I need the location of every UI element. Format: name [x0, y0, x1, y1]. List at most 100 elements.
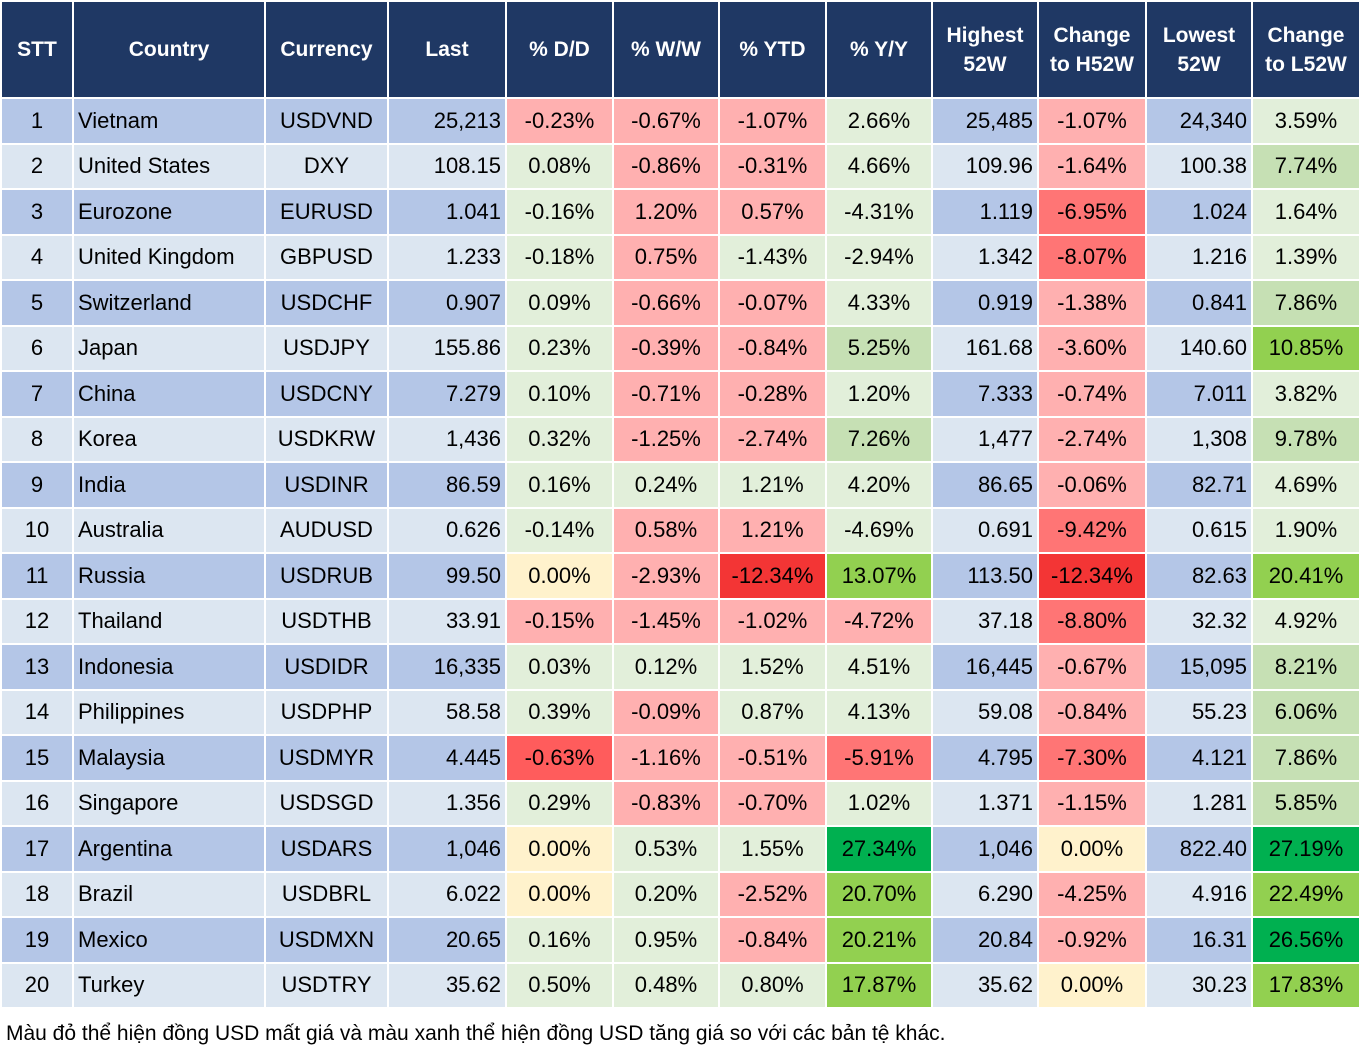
change-h52w-cell: -2.74% [1037, 415, 1147, 463]
yy-cell: 1.02% [825, 779, 933, 827]
dd-cell: -0.14% [505, 506, 614, 554]
low52w-cell: 4.121 [1145, 734, 1253, 782]
yy-cell: -4.31% [825, 188, 933, 236]
high52w-cell: 86.65 [931, 461, 1039, 509]
country-cell: Philippines [72, 688, 266, 736]
yy-cell: 20.21% [825, 916, 933, 964]
stt-cell: 6 [0, 324, 74, 372]
ww-cell: 0.24% [612, 461, 720, 509]
currency-cell: USDVND [264, 97, 389, 145]
ytd-cell: -2.74% [718, 415, 827, 463]
low52w-cell: 140.60 [1145, 324, 1253, 372]
header-high52w: Highest 52W [931, 0, 1039, 99]
yy-cell: 1.20% [825, 370, 933, 418]
change-h52w-cell: -0.06% [1037, 461, 1147, 509]
ytd-cell: -1.02% [718, 597, 827, 645]
table-row: 4 United Kingdom GBPUSD 1.233 -0.18% 0.75% -1.… [0, 233, 1360, 281]
currency-cell: USDARS [264, 825, 389, 873]
dd-cell: 0.39% [505, 688, 614, 736]
low52w-cell: 30.23 [1145, 961, 1253, 1009]
change-h52w-cell: -1.07% [1037, 97, 1147, 145]
change-l52w-cell: 4.92% [1251, 597, 1360, 645]
country-cell: United Kingdom [72, 233, 266, 281]
change-l52w-cell: 7.86% [1251, 734, 1360, 782]
table-row: 11 Russia USDRUB 99.50 0.00% -2.93% -12.34% 13.… [0, 552, 1360, 600]
header-last: Last [387, 0, 507, 99]
change-h52w-cell: -8.07% [1037, 233, 1147, 281]
ww-cell: -0.66% [612, 279, 720, 327]
last-cell: 1,436 [387, 415, 507, 463]
low52w-cell: 16.31 [1145, 916, 1253, 964]
currency-cell: USDPHP [264, 688, 389, 736]
change-l52w-cell: 9.78% [1251, 415, 1360, 463]
country-cell: Argentina [72, 825, 266, 873]
stt-cell: 11 [0, 552, 74, 600]
last-cell: 1.233 [387, 233, 507, 281]
yy-cell: 4.33% [825, 279, 933, 327]
stt-cell: 10 [0, 506, 74, 554]
change-h52w-cell: -9.42% [1037, 506, 1147, 554]
stt-cell: 5 [0, 279, 74, 327]
table-row: 7 China USDCNY 7.279 0.10% -0.71% -0.28% 1.20% 7… [0, 370, 1360, 418]
last-cell: 155.86 [387, 324, 507, 372]
dd-cell: 0.10% [505, 370, 614, 418]
last-cell: 6.022 [387, 870, 507, 918]
high52w-cell: 1.371 [931, 779, 1039, 827]
country-cell: Japan [72, 324, 266, 372]
low52w-cell: 55.23 [1145, 688, 1253, 736]
change-l52w-cell: 1.64% [1251, 188, 1360, 236]
currency-cell: USDCNY [264, 370, 389, 418]
country-cell: Thailand [72, 597, 266, 645]
last-cell: 7.279 [387, 370, 507, 418]
low52w-cell: 100.38 [1145, 142, 1253, 190]
last-cell: 0.907 [387, 279, 507, 327]
ytd-cell: -1.43% [718, 233, 827, 281]
low52w-cell: 0.615 [1145, 506, 1253, 554]
change-l52w-cell: 1.39% [1251, 233, 1360, 281]
change-h52w-cell: 0.00% [1037, 961, 1147, 1009]
stt-cell: 12 [0, 597, 74, 645]
currency-cell: USDTRY [264, 961, 389, 1009]
low52w-cell: 7.011 [1145, 370, 1253, 418]
high52w-cell: 113.50 [931, 552, 1039, 600]
ytd-cell: 1.55% [718, 825, 827, 873]
change-l52w-cell: 7.86% [1251, 279, 1360, 327]
last-cell: 86.59 [387, 461, 507, 509]
yy-cell: -4.72% [825, 597, 933, 645]
dd-cell: 0.50% [505, 961, 614, 1009]
dd-cell: 0.16% [505, 916, 614, 964]
country-cell: Malaysia [72, 734, 266, 782]
high52w-cell: 35.62 [931, 961, 1039, 1009]
low52w-cell: 1.281 [1145, 779, 1253, 827]
yy-cell: 4.51% [825, 643, 933, 691]
table-row: 1 Vietnam USDVND 25,213 -0.23% -0.67% -1.07% 2.… [0, 97, 1360, 145]
currency-cell: USDTHB [264, 597, 389, 645]
country-cell: Brazil [72, 870, 266, 918]
high52w-cell: 7.333 [931, 370, 1039, 418]
yy-cell: -2.94% [825, 233, 933, 281]
high52w-cell: 0.691 [931, 506, 1039, 554]
yy-cell: -4.69% [825, 506, 933, 554]
ww-cell: 0.12% [612, 643, 720, 691]
ww-cell: 0.20% [612, 870, 720, 918]
ww-cell: -2.93% [612, 552, 720, 600]
yy-cell: 13.07% [825, 552, 933, 600]
ytd-cell: -0.28% [718, 370, 827, 418]
yy-cell: 17.87% [825, 961, 933, 1009]
table-body: 1 Vietnam USDVND 25,213 -0.23% -0.67% -1.07% 2.… [0, 97, 1360, 1009]
stt-cell: 19 [0, 916, 74, 964]
change-l52w-cell: 17.83% [1251, 961, 1360, 1009]
high52w-cell: 6.290 [931, 870, 1039, 918]
high52w-cell: 1,046 [931, 825, 1039, 873]
change-l52w-cell: 3.59% [1251, 97, 1360, 145]
change-l52w-cell: 10.85% [1251, 324, 1360, 372]
low52w-cell: 32.32 [1145, 597, 1253, 645]
yy-cell: 4.66% [825, 142, 933, 190]
low52w-cell: 1.216 [1145, 233, 1253, 281]
table-row: 18 Brazil USDBRL 6.022 0.00% 0.20% -2.52% 20.70… [0, 870, 1360, 918]
ww-cell: -1.16% [612, 734, 720, 782]
high52w-cell: 4.795 [931, 734, 1039, 782]
last-cell: 1.041 [387, 188, 507, 236]
ww-cell: -0.09% [612, 688, 720, 736]
change-h52w-cell: -3.60% [1037, 324, 1147, 372]
